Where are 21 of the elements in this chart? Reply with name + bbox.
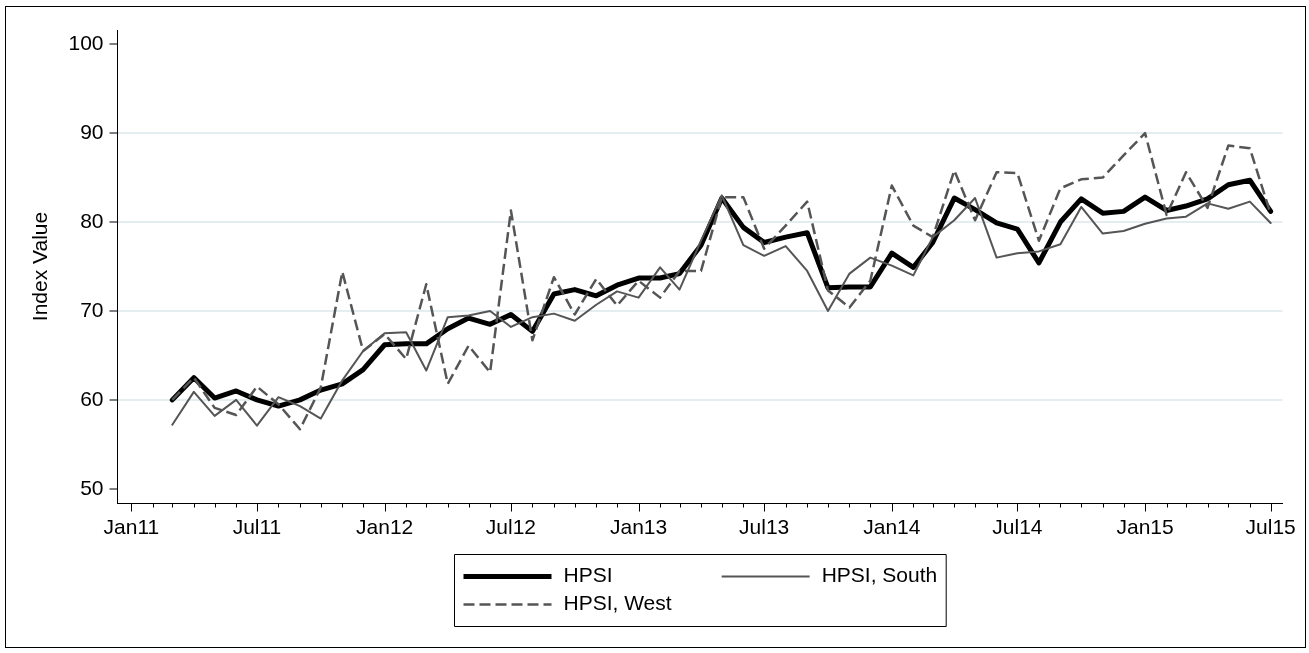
y-tick-label: 70 xyxy=(80,297,104,321)
x-tick-label: Jan15 xyxy=(1116,515,1174,539)
x-tick-label: Jul11 xyxy=(232,515,282,539)
y-axis-title: Index Value xyxy=(28,211,52,322)
line-series xyxy=(171,131,1272,431)
y-tick-label: 50 xyxy=(80,475,104,499)
x-tick-label: Jan12 xyxy=(356,515,414,539)
x-tick-label: Jul14 xyxy=(992,515,1043,539)
legend-label: HPSI, West xyxy=(563,591,672,615)
legend-label: HPSI xyxy=(563,563,613,587)
y-tick-label: 60 xyxy=(80,386,104,410)
y-tick-label: 80 xyxy=(80,208,104,232)
x-tick-label: Jul15 xyxy=(1245,515,1296,539)
x-tick-label: Jul12 xyxy=(485,515,537,539)
x-tick-label: Jul13 xyxy=(739,515,790,539)
y-tick-label: 100 xyxy=(68,31,104,55)
x-tick-label: Jan13 xyxy=(609,515,668,539)
x-tick-label: Jan11 xyxy=(103,515,160,539)
x-tick-label: Jan14 xyxy=(863,515,921,539)
y-tick-label: 90 xyxy=(80,119,104,143)
legend-label: HPSI, South xyxy=(821,563,938,587)
